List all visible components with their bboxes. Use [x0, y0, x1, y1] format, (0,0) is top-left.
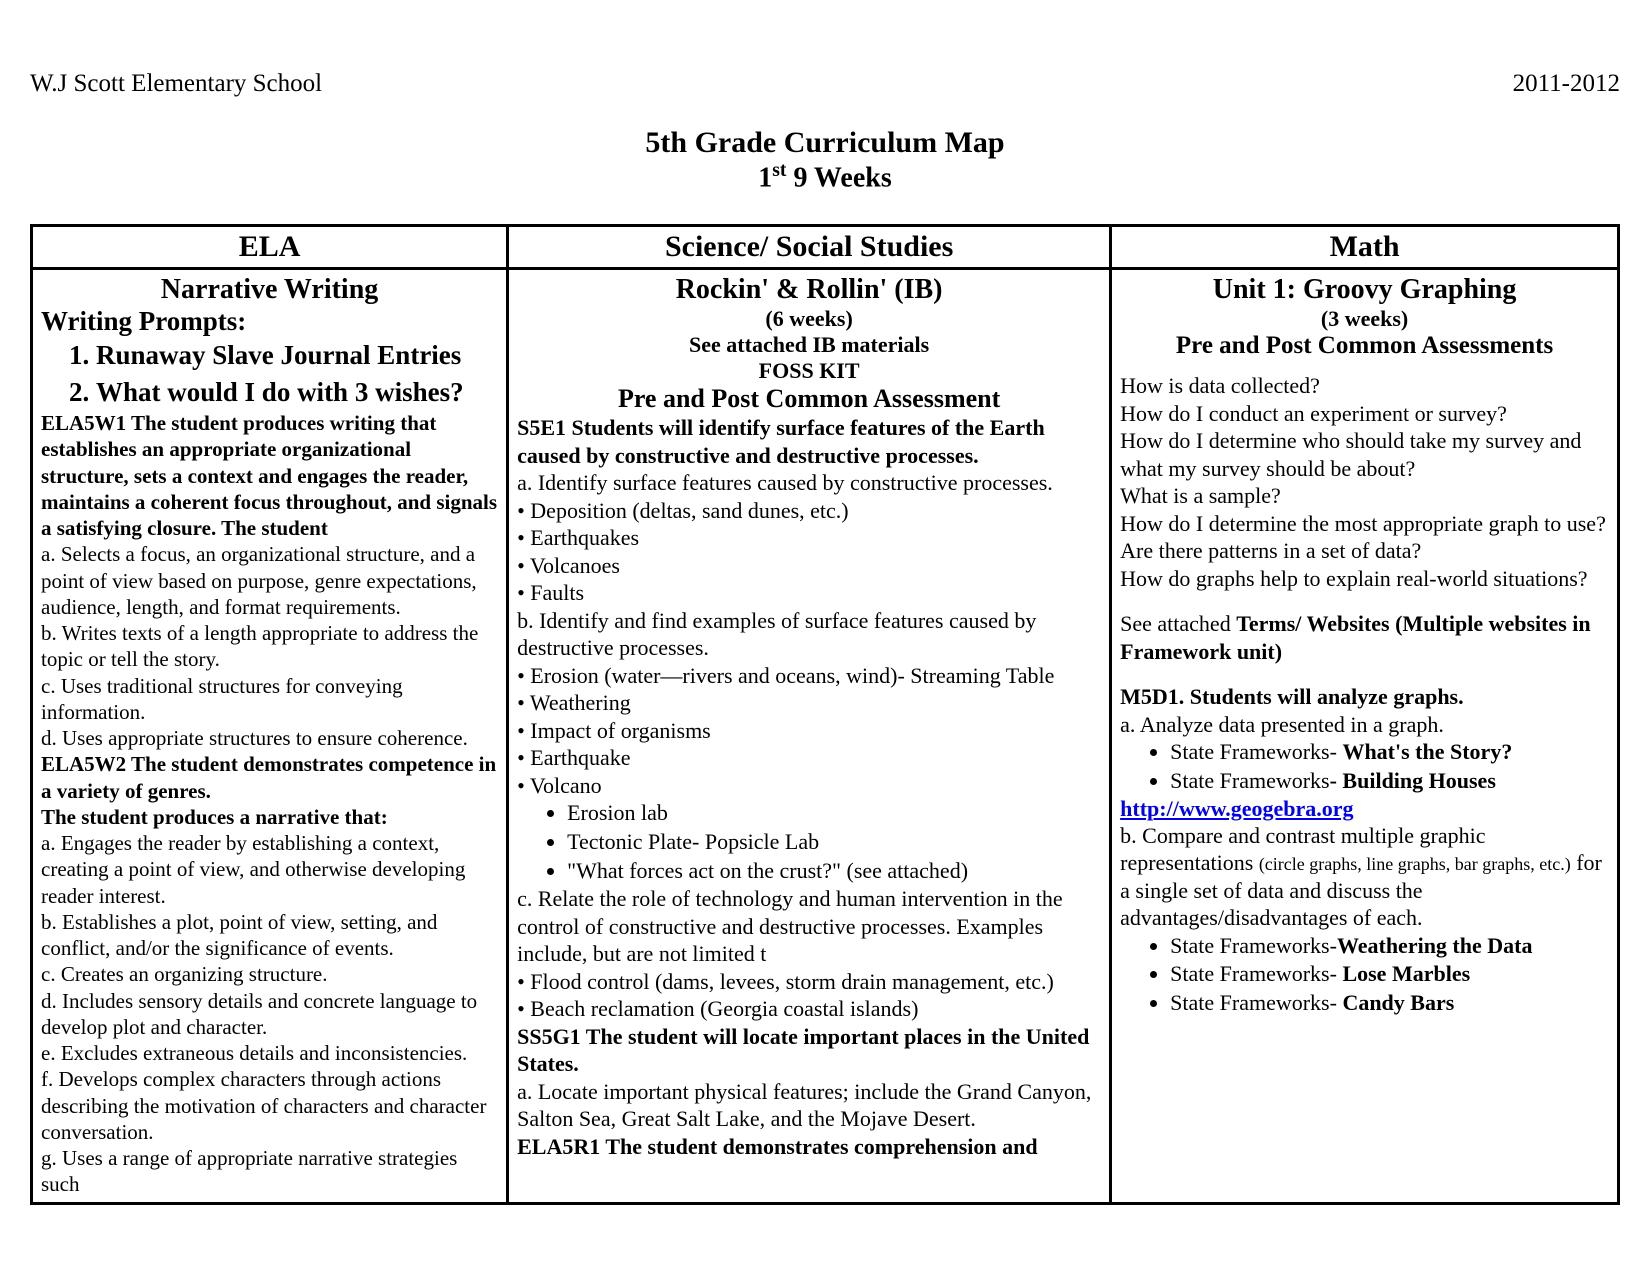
s5e1-b: b. Identify and find examples of surface…: [517, 607, 1101, 662]
sci-li-flood: • Flood control (dams, levees, storm dra…: [517, 968, 1101, 996]
prompt-2: What would I do with 3 wishes?: [96, 374, 498, 410]
sci-li-vol2: • Volcano: [517, 772, 1101, 800]
s5e1-title: S5E1 Students will identify surface feat…: [517, 414, 1101, 469]
ela-unit-title: Narrative Writing: [41, 274, 498, 306]
page-title: 5th Grade Curriculum Map: [30, 126, 1620, 160]
ela5w2-f: f. Develops complex characters through a…: [41, 1066, 498, 1145]
sci-li-eq2: • Earthquake: [517, 744, 1101, 772]
sci-sub1: Erosion lab: [567, 799, 1101, 828]
math-q6: Are there patterns in a set of data?: [1120, 537, 1609, 565]
math-q1: How is data collected?: [1120, 372, 1609, 400]
prompt-1: Runaway Slave Journal Entries: [96, 337, 498, 373]
page-subtitle: 1st 9 Weeks: [30, 160, 1620, 194]
ela5w2-e: e. Excludes extraneous details and incon…: [41, 1040, 498, 1066]
ela5w2-title: ELA5W2 The student demonstrates competen…: [41, 751, 498, 804]
m5d1-b: b. Compare and contrast multiple graphic…: [1120, 822, 1609, 932]
ela5w2-a: a. Engages the reader by establishing a …: [41, 830, 498, 909]
ss5g1-a: a. Locate important physical features; i…: [517, 1078, 1101, 1133]
ss5g1-title: SS5G1 The student will locate important …: [517, 1023, 1101, 1078]
ela5w1-b: b. Writes texts of a length appropriate …: [41, 620, 498, 673]
sci-li-beach: • Beach reclamation (Georgia coastal isl…: [517, 995, 1101, 1023]
science-note2: FOSS KIT: [517, 358, 1101, 384]
math-terms: See attached Terms/ Websites (Multiple w…: [1120, 610, 1609, 665]
math-q4: What is a sample?: [1120, 482, 1609, 510]
title-block: 5th Grade Curriculum Map 1st 9 Weeks: [30, 126, 1620, 194]
math-unit-title: Unit 1: Groovy Graphing: [1120, 274, 1609, 306]
sci-li-erosion: • Erosion (water—rivers and oceans, wind…: [517, 662, 1101, 690]
table-row: Narrative Writing Writing Prompts: Runaw…: [32, 269, 1619, 1203]
ela5w1-a: a. Selects a focus, an organizational st…: [41, 541, 498, 620]
math-fw4: State Frameworks- Lose Marbles: [1170, 960, 1609, 989]
curriculum-table: ELA Science/ Social Studies Math Narrati…: [30, 224, 1620, 1204]
math-q3: How do I determine who should take my su…: [1120, 427, 1609, 482]
table-header-row: ELA Science/ Social Studies Math: [32, 226, 1619, 269]
m5d1-title: M5D1. Students will analyze graphs.: [1120, 683, 1609, 711]
writing-prompts-label: Writing Prompts:: [41, 306, 498, 337]
sci-li-weather: • Weathering: [517, 689, 1101, 717]
sci-li-vol: • Volcanoes: [517, 552, 1101, 580]
ela5w2-c: c. Creates an organizing structure.: [41, 961, 498, 987]
ela5r1: ELA5R1 The student demonstrates comprehe…: [517, 1133, 1101, 1161]
science-unit-title: Rockin' & Rollin' (IB): [517, 274, 1101, 306]
science-assessment: Pre and Post Common Assessment: [517, 384, 1101, 414]
ela5w1-c: c. Uses traditional structures for conve…: [41, 673, 498, 726]
math-fw-list-2: State Frameworks-Weathering the Data Sta…: [1170, 932, 1609, 1018]
m5d1-a: a. Analyze data presented in a graph.: [1120, 711, 1609, 739]
math-q2: How do I conduct an experiment or survey…: [1120, 400, 1609, 428]
science-sublist: Erosion lab Tectonic Plate- Popsicle Lab…: [567, 799, 1101, 885]
math-q5: How do I determine the most appropriate …: [1120, 510, 1609, 538]
school-year: 2011-2012: [1513, 70, 1620, 98]
science-duration: (6 weeks): [517, 306, 1101, 332]
geogebra-link[interactable]: http://www.geogebra.org: [1120, 796, 1353, 821]
math-duration: (3 weeks): [1120, 306, 1609, 332]
sci-sub3: "What forces act on the crust?" (see att…: [567, 857, 1101, 886]
ela5w2-sub: The student produces a narrative that:: [41, 804, 498, 830]
ela5w2-b: b. Establishes a plot, point of view, se…: [41, 909, 498, 962]
s5e1-c: c. Relate the role of technology and hum…: [517, 885, 1101, 968]
math-fw3: State Frameworks-Weathering the Data: [1170, 932, 1609, 961]
ela5w1-d: d. Uses appropriate structures to ensure…: [41, 725, 498, 751]
ela5w2-g: g. Uses a range of appropriate narrative…: [41, 1145, 498, 1198]
science-cell: Rockin' & Rollin' (IB) (6 weeks) See att…: [508, 269, 1111, 1203]
math-fw1: State Frameworks- What's the Story?: [1170, 738, 1609, 767]
math-fw-list-1: State Frameworks- What's the Story? Stat…: [1170, 738, 1609, 795]
sci-sub2: Tectonic Plate- Popsicle Lab: [567, 828, 1101, 857]
col-header-math: Math: [1111, 226, 1619, 269]
sci-li-impact: • Impact of organisms: [517, 717, 1101, 745]
math-cell: Unit 1: Groovy Graphing (3 weeks) Pre an…: [1111, 269, 1619, 1203]
s5e1-a: a. Identify surface features caused by c…: [517, 469, 1101, 497]
science-note1: See attached IB materials: [517, 332, 1101, 358]
col-header-science: Science/ Social Studies: [508, 226, 1111, 269]
math-assessment: Pre and Post Common Assessments: [1120, 332, 1609, 360]
ela5w2-d: d. Includes sensory details and concrete…: [41, 988, 498, 1041]
math-fw5: State Frameworks- Candy Bars: [1170, 989, 1609, 1018]
col-header-ela: ELA: [32, 226, 508, 269]
header-row: W.J Scott Elementary School 2011-2012: [30, 70, 1620, 98]
writing-prompts-list: Runaway Slave Journal Entries What would…: [96, 337, 498, 410]
sci-li-dep: • Deposition (deltas, sand dunes, etc.): [517, 497, 1101, 525]
ela-cell: Narrative Writing Writing Prompts: Runaw…: [32, 269, 508, 1203]
sci-li-fault: • Faults: [517, 579, 1101, 607]
sci-li-eq: • Earthquakes: [517, 524, 1101, 552]
math-q7: How do graphs help to explain real-world…: [1120, 565, 1609, 593]
math-fw2: State Frameworks- Building Houses: [1170, 767, 1609, 796]
ela5w1-title: ELA5W1 The student produces writing that…: [41, 410, 498, 541]
school-name: W.J Scott Elementary School: [30, 70, 322, 98]
